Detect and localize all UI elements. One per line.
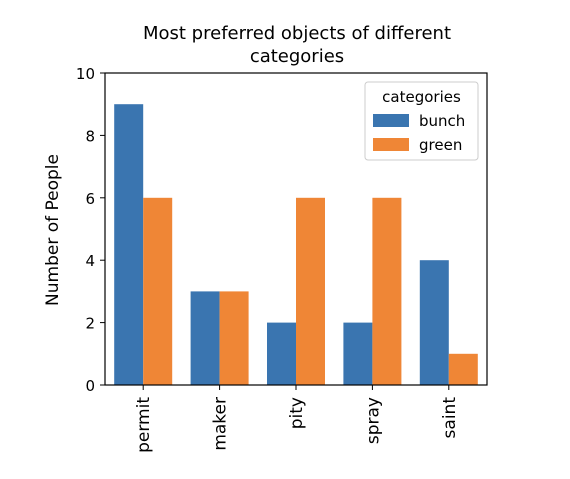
y-tick-label: 8 <box>85 127 95 145</box>
bar-bunch-spray <box>343 322 373 385</box>
bar-green-spray <box>372 197 402 385</box>
y-tick-label: 0 <box>85 377 95 395</box>
chart-title-line-1: Most preferred objects of different <box>143 23 451 44</box>
legend-swatch-green <box>373 138 409 151</box>
bar-bunch-pity <box>267 322 296 385</box>
x-tick-label-permit: permit <box>134 397 154 453</box>
y-tick-label: 6 <box>85 190 95 208</box>
legend-label-green: green <box>419 136 462 154</box>
bar-bunch-permit <box>114 104 144 385</box>
x-tick-label-maker: maker <box>211 397 231 451</box>
plot-area: 0 2 4 6 8 10 permit maker pity spray saint <box>76 65 488 453</box>
y-tick-label: 10 <box>76 65 95 83</box>
x-tick-label-spray: spray <box>363 397 383 444</box>
axes-frame <box>104 72 488 386</box>
legend-label-bunch: bunch <box>419 112 465 130</box>
y-tick-label: 4 <box>85 252 95 270</box>
bar-green-permit <box>143 197 173 385</box>
bar-green-maker <box>219 291 249 385</box>
x-tick-label-saint: saint <box>440 397 460 439</box>
legend-swatch-bunch <box>373 114 409 127</box>
legend: categories bunch green <box>364 81 479 161</box>
y-tick-label: 2 <box>85 315 95 333</box>
chart-title-line-2: categories <box>250 46 344 67</box>
bar-bunch-saint <box>419 260 449 385</box>
y-axis-label: Number of People <box>43 154 63 306</box>
bar-green-saint <box>448 353 478 385</box>
x-tick-label-pity: pity <box>287 397 307 429</box>
bar-bunch-maker <box>190 291 220 385</box>
legend-title: categories <box>382 88 461 106</box>
bar-green-pity <box>296 197 325 385</box>
